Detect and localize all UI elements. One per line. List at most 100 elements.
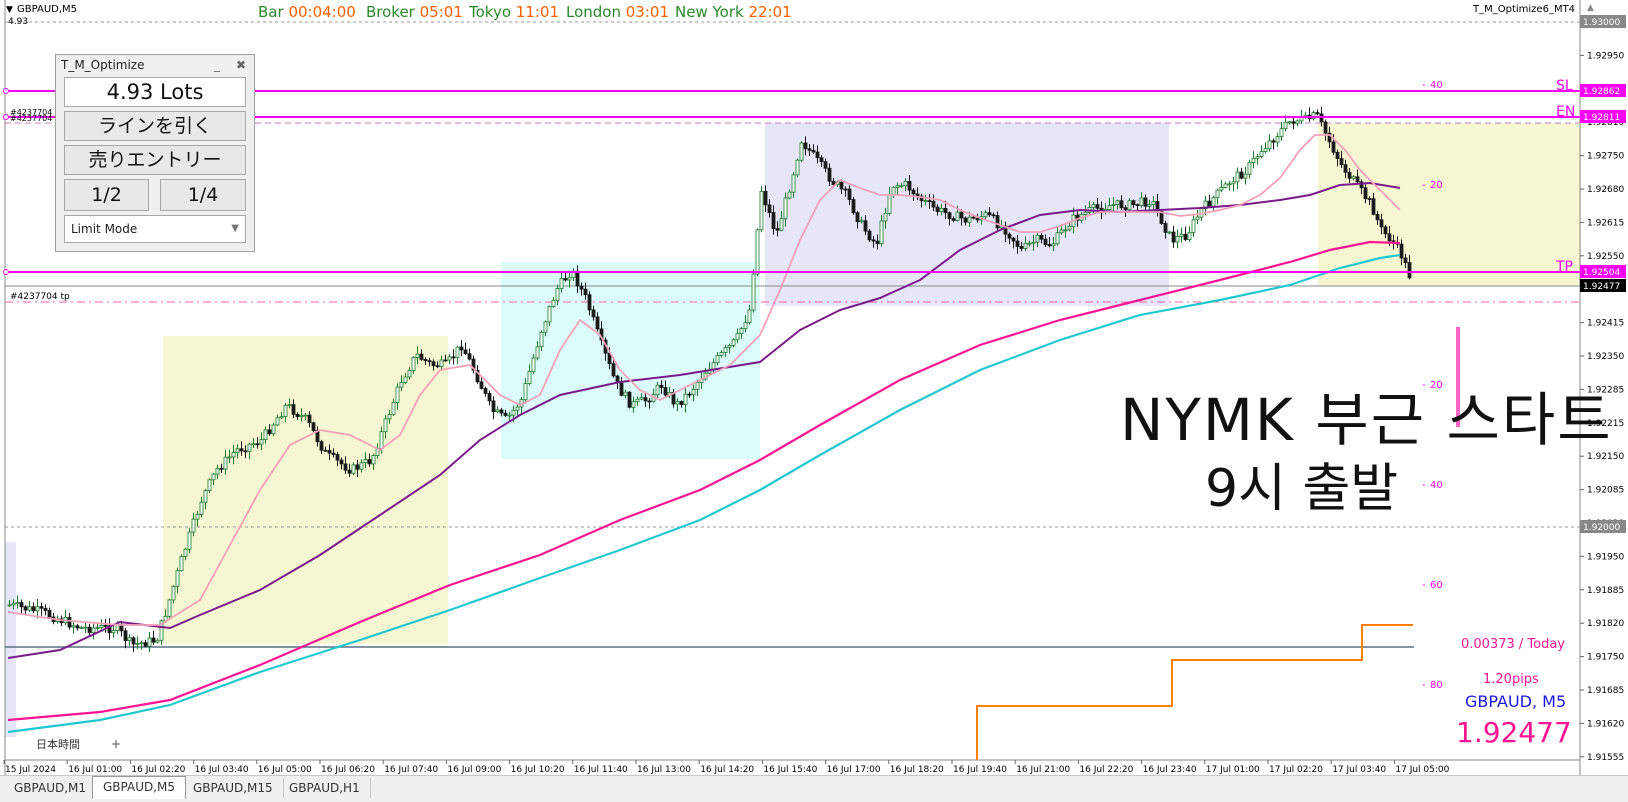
candle-body	[811, 149, 816, 153]
price-tick-label: 1.91620	[1587, 719, 1624, 729]
candle-body	[1227, 183, 1232, 186]
candle-body	[151, 637, 156, 643]
candle-body	[259, 439, 264, 445]
candle-body	[87, 626, 92, 633]
entry-handle[interactable]	[3, 114, 9, 120]
price-tick-label: 1.92550	[1587, 252, 1624, 262]
price-tick-label: 1.92750	[1587, 152, 1624, 162]
candle-body	[383, 418, 388, 433]
candle-body	[155, 639, 160, 643]
candle-body	[439, 359, 444, 368]
candle-body	[1043, 238, 1048, 245]
candle-body	[1147, 204, 1152, 207]
order-label-b: #4237704	[10, 114, 52, 123]
svg-text:20: 20	[1430, 380, 1443, 391]
candle-body	[1035, 235, 1040, 243]
candle-body	[619, 382, 624, 396]
price-tag-sl: 1.92862	[1580, 84, 1626, 97]
svg-text:9시 출발: 9시 출발	[1205, 459, 1398, 519]
half-close-button[interactable]: 1/2	[64, 179, 149, 211]
timer-tokyo: Tokyo 11:01	[468, 3, 559, 21]
timezone-label[interactable]: 日本時間	[36, 737, 80, 751]
candle-body	[479, 381, 484, 389]
candle-body	[235, 448, 240, 453]
candle-body	[663, 387, 668, 396]
candle-body	[435, 365, 440, 368]
candle-body	[7, 604, 12, 607]
candle-body	[1015, 240, 1020, 247]
candle-body	[1039, 235, 1044, 240]
candle-body	[791, 174, 796, 193]
candle-body	[851, 199, 856, 214]
scroll-up-icon[interactable]: ▲	[1587, 3, 1594, 13]
candle-body	[1139, 197, 1144, 206]
time-tick-label: 16 Jul 21:00	[1016, 765, 1070, 775]
candle-body	[767, 204, 772, 213]
quarter-close-button[interactable]: 1/4	[160, 179, 246, 211]
candle-body	[407, 370, 412, 378]
session-box-yellow-2	[1318, 123, 1581, 286]
candle-body	[863, 220, 868, 232]
pips-scale: 40 20 20 40 60 80	[1430, 80, 1443, 691]
candle-body	[563, 278, 568, 281]
ma-line-pink	[7, 240, 1401, 722]
candle-body	[1371, 198, 1376, 215]
candle-body	[1271, 140, 1276, 143]
candle-body	[1267, 140, 1272, 150]
candle-body	[1143, 197, 1148, 207]
candle-body	[971, 216, 976, 219]
lots-display[interactable]: 4.93 Lots	[64, 77, 246, 107]
candle-body	[1387, 233, 1392, 242]
candle-body	[443, 359, 448, 362]
candle-body	[1367, 198, 1372, 201]
candle-body	[643, 397, 648, 402]
candle-body	[1123, 207, 1128, 211]
candle-body	[319, 441, 324, 451]
tab-gbpaud-h1[interactable]: GBPAUD,H1	[279, 778, 371, 798]
candle-body	[1399, 243, 1404, 259]
mode-select[interactable]: Limit Mode ▼	[64, 215, 246, 243]
candle-body	[879, 220, 884, 245]
draw-line-label: ラインを引く	[97, 115, 212, 137]
candle-body	[191, 518, 196, 533]
candle-body	[143, 642, 148, 647]
candle-body	[95, 627, 100, 629]
mode-value: Limit Mode	[71, 222, 138, 236]
tab-gbpaud-m15[interactable]: GBPAUD,M15	[183, 778, 284, 798]
tp-handle[interactable]	[3, 269, 9, 275]
price-tick-label: 1.92285	[1587, 385, 1624, 395]
sl-handle[interactable]	[3, 88, 9, 94]
minimize-icon[interactable]: _	[214, 58, 220, 72]
tab-gbpaud-m5[interactable]: GBPAUD,M5	[92, 776, 187, 799]
candle-body	[759, 190, 764, 231]
candle-body	[1335, 151, 1340, 159]
candle-body	[271, 424, 276, 435]
draw-line-button[interactable]: ラインを引く	[64, 111, 246, 141]
add-timezone-icon[interactable]: +	[111, 737, 121, 751]
candle-body	[491, 400, 496, 413]
close-icon[interactable]: ✖	[236, 58, 247, 72]
candle-body	[495, 409, 500, 413]
tab-gbpaud-m1[interactable]: GBPAUD,M1	[4, 778, 98, 798]
candle-body	[507, 414, 512, 417]
candle-body	[403, 376, 408, 383]
price-tick-label: 1.92085	[1587, 486, 1624, 496]
candle-body	[11, 602, 16, 606]
candle-body	[511, 409, 516, 416]
price-tick-label: 1.91555	[1587, 753, 1624, 763]
timer-bar: Bar 00:04:00	[258, 3, 356, 21]
price-tick-label: 1.91685	[1587, 686, 1624, 696]
current-price-large: 1.92477	[1456, 716, 1572, 749]
candle-body	[379, 431, 384, 450]
sell-entry-button[interactable]: 売りエントリー	[64, 145, 246, 175]
candle-body	[531, 357, 536, 373]
candle-body	[47, 610, 52, 618]
candle-body	[1215, 189, 1220, 199]
candle-body	[1251, 157, 1256, 163]
svg-text:-: -	[1422, 180, 1426, 191]
candle-body	[1343, 164, 1348, 173]
candle-body	[483, 388, 488, 394]
candle-body	[859, 220, 864, 223]
chevron-down-icon[interactable]: ▼	[6, 5, 13, 15]
